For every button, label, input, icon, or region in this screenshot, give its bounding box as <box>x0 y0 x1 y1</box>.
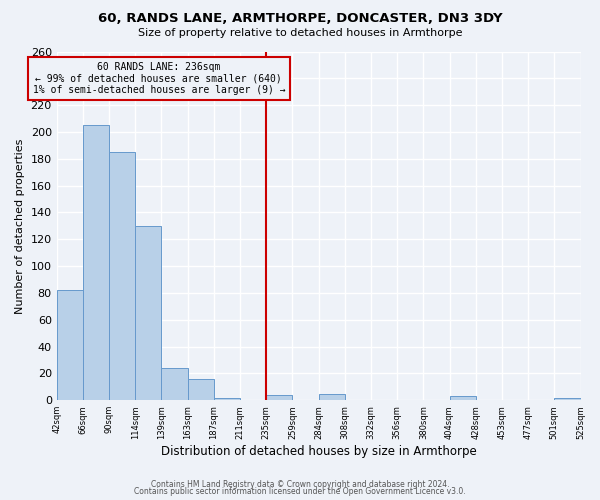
Bar <box>449 396 476 400</box>
Bar <box>161 368 188 400</box>
Text: 60, RANDS LANE, ARMTHORPE, DONCASTER, DN3 3DY: 60, RANDS LANE, ARMTHORPE, DONCASTER, DN… <box>98 12 502 26</box>
Text: 60 RANDS LANE: 236sqm
← 99% of detached houses are smaller (640)
1% of semi-deta: 60 RANDS LANE: 236sqm ← 99% of detached … <box>32 62 285 96</box>
Bar <box>135 226 161 400</box>
Bar <box>109 152 135 400</box>
Bar <box>83 126 109 400</box>
Text: Size of property relative to detached houses in Armthorpe: Size of property relative to detached ho… <box>138 28 462 38</box>
X-axis label: Distribution of detached houses by size in Armthorpe: Distribution of detached houses by size … <box>161 444 476 458</box>
Bar <box>214 398 240 400</box>
Bar <box>188 378 214 400</box>
Bar <box>266 395 292 400</box>
Bar <box>319 394 345 400</box>
Text: Contains public sector information licensed under the Open Government Licence v3: Contains public sector information licen… <box>134 487 466 496</box>
Bar <box>56 290 83 400</box>
Bar <box>554 398 581 400</box>
Y-axis label: Number of detached properties: Number of detached properties <box>15 138 25 314</box>
Text: Contains HM Land Registry data © Crown copyright and database right 2024.: Contains HM Land Registry data © Crown c… <box>151 480 449 489</box>
